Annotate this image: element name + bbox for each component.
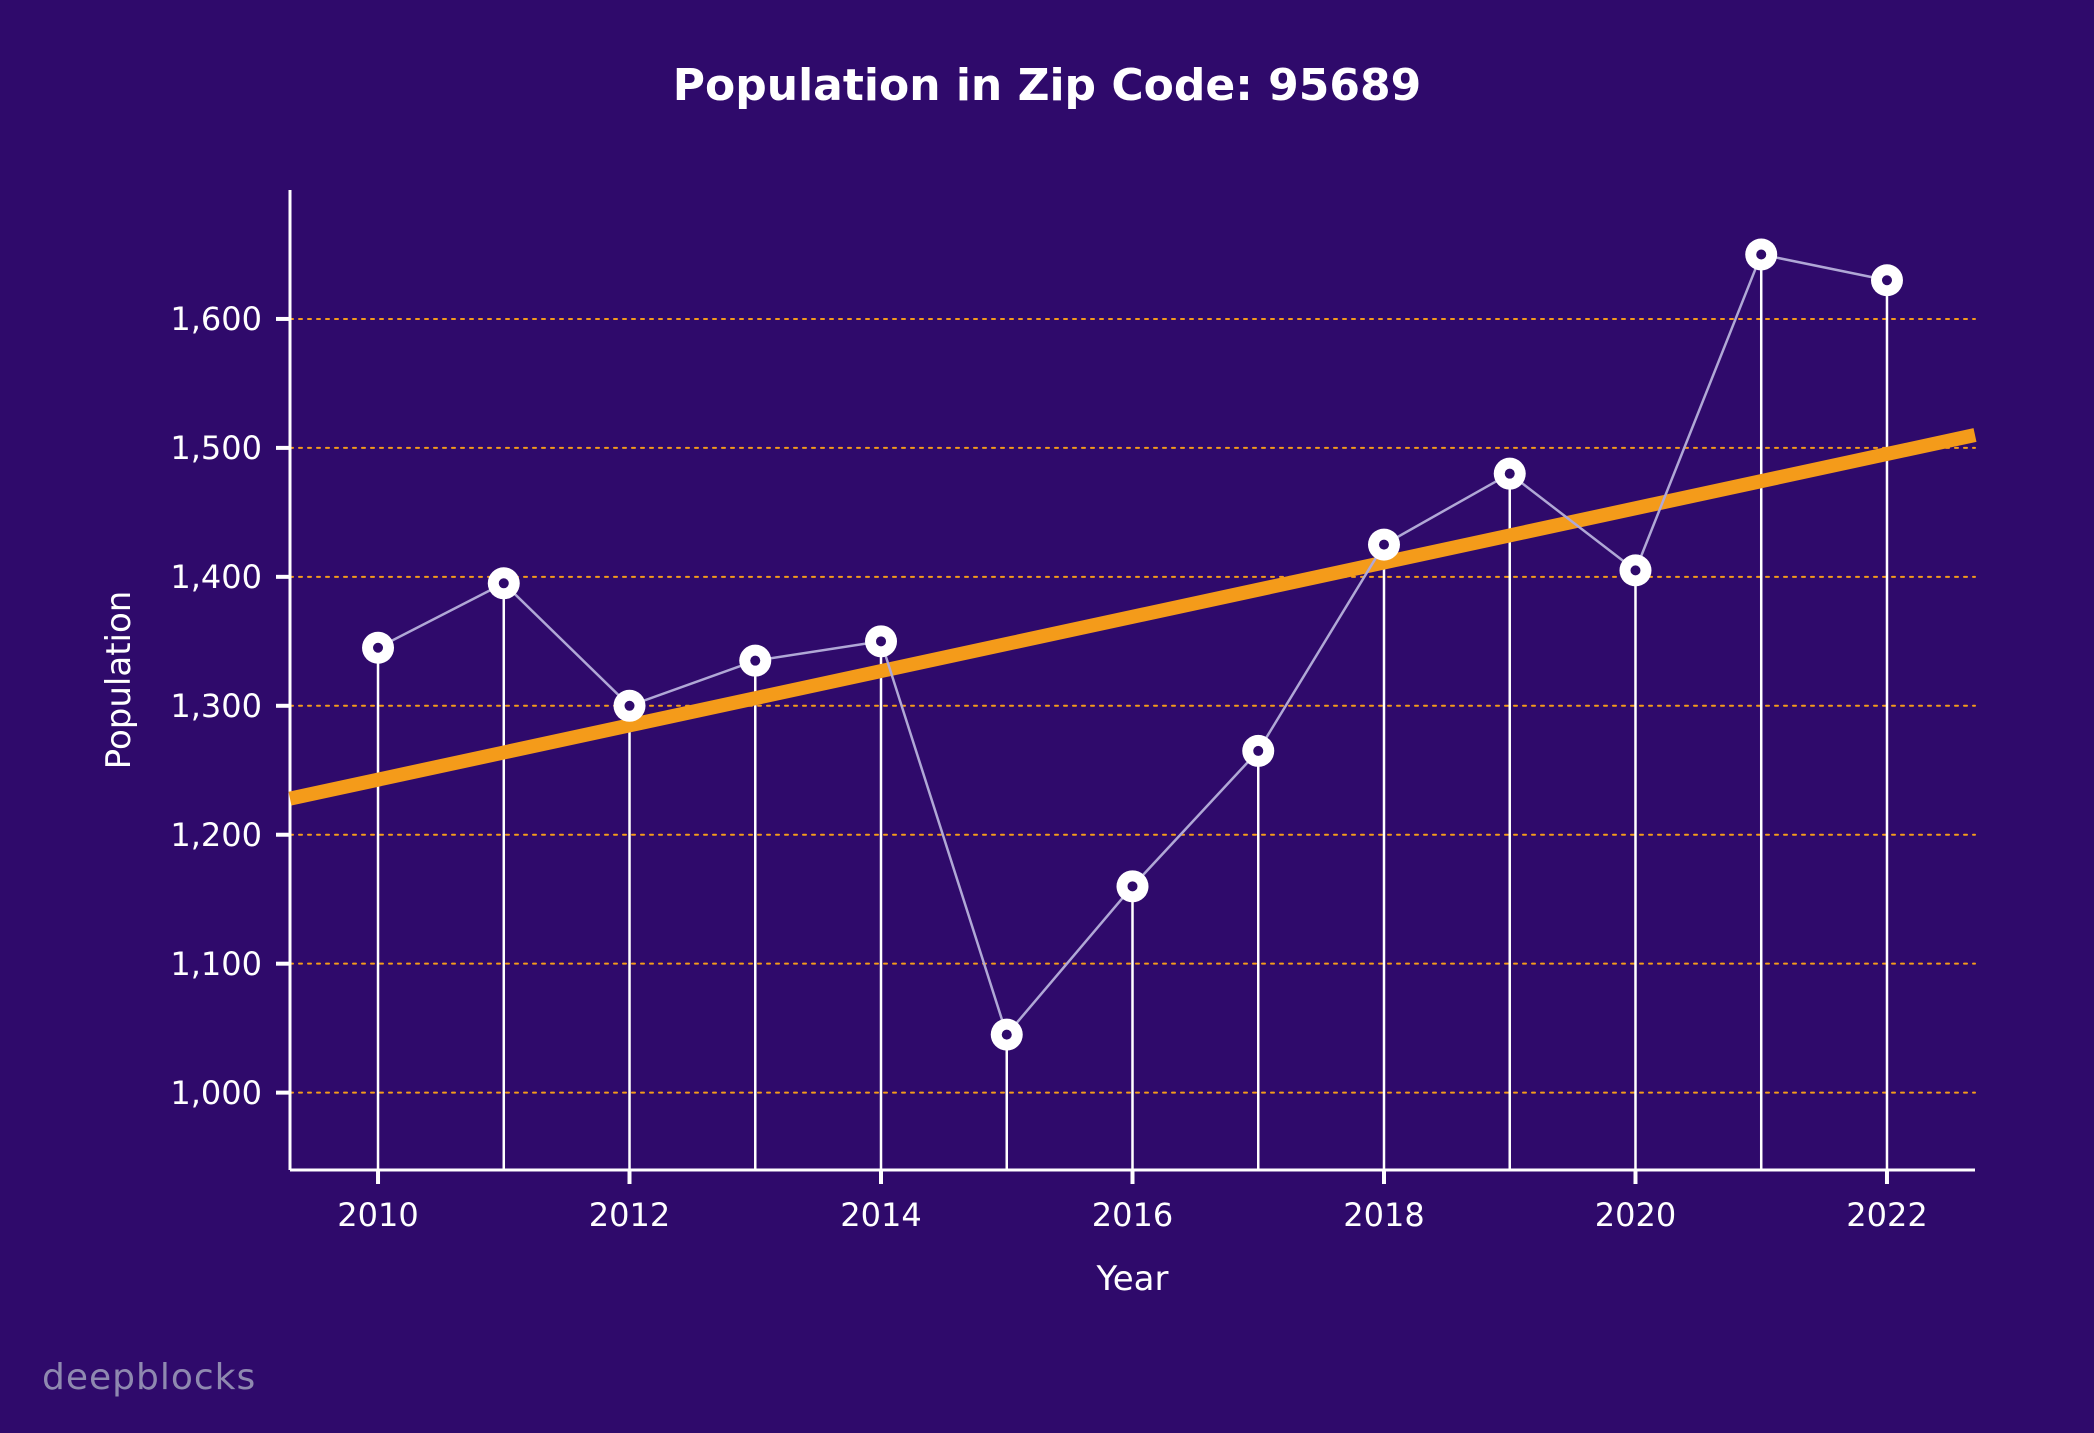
- data-marker: [488, 567, 520, 599]
- data-marker: [614, 690, 646, 722]
- y-tick-label: 1,500: [170, 429, 262, 467]
- y-tick-label: 1,200: [170, 816, 262, 854]
- x-tick-label: 2022: [1846, 1196, 1927, 1234]
- x-axis-label: Year: [1096, 1259, 1169, 1299]
- chart-title: Population in Zip Code: 95689: [673, 60, 1421, 111]
- data-marker: [1117, 870, 1149, 902]
- x-tick-label: 2020: [1595, 1196, 1676, 1234]
- data-marker: [991, 1019, 1023, 1051]
- x-tick-label: 2018: [1343, 1196, 1424, 1234]
- y-tick-label: 1,100: [170, 945, 262, 983]
- data-marker: [1745, 238, 1777, 270]
- y-tick-label: 1,400: [170, 558, 262, 596]
- x-tick-label: 2010: [337, 1196, 418, 1234]
- x-tick-label: 2016: [1092, 1196, 1173, 1234]
- data-marker: [865, 625, 897, 657]
- population-chart: Population in Zip Code: 95689 1,000 1,100 1…: [0, 0, 2094, 1433]
- data-marker: [1368, 529, 1400, 561]
- watermark: deepblocks: [42, 1357, 256, 1398]
- x-tick-label: 2012: [589, 1196, 670, 1234]
- y-axis-label: Population: [99, 591, 139, 770]
- chart-container: Population in Zip Code: 95689 1,000 1,100 1…: [0, 0, 2094, 1433]
- data-marker: [1619, 554, 1651, 586]
- x-tick-label: 2014: [840, 1196, 921, 1234]
- data-marker: [739, 645, 771, 677]
- data-marker: [1871, 264, 1903, 296]
- y-tick-label: 1,000: [170, 1074, 262, 1112]
- data-marker: [1494, 458, 1526, 490]
- y-tick-label: 1,600: [170, 300, 262, 338]
- data-marker: [1242, 735, 1274, 767]
- y-tick-label: 1,300: [170, 687, 262, 725]
- data-marker: [362, 632, 394, 664]
